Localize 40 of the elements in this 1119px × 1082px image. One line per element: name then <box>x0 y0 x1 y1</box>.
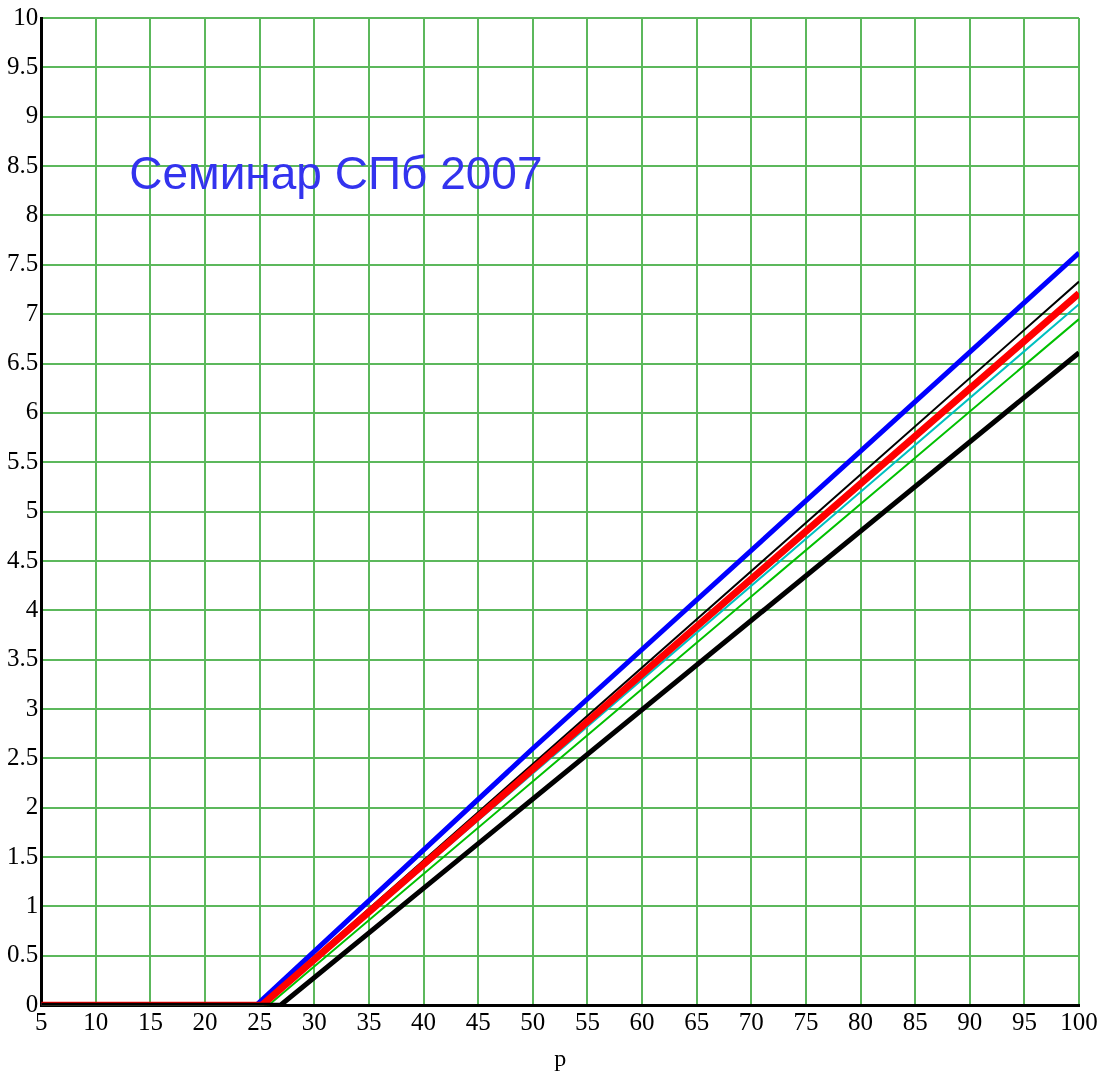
x-tick-label: 40 <box>411 1007 437 1035</box>
x-tick-label: 50 <box>520 1007 546 1035</box>
y-tick-label: 4.5 <box>7 545 39 573</box>
x-tick-label: 95 <box>1011 1007 1037 1035</box>
x-tick-label: 80 <box>848 1007 874 1035</box>
y-tick-label: 7.5 <box>7 249 39 277</box>
x-tick-label: 75 <box>793 1007 819 1035</box>
y-tick-label: 5 <box>25 496 39 524</box>
y-tick-label: 7 <box>25 298 39 326</box>
x-tick-label: 45 <box>465 1007 491 1035</box>
x-tick-label: 25 <box>247 1007 273 1035</box>
y-tick-label: 10 <box>13 2 39 30</box>
y-tick-label: 3.5 <box>7 644 39 672</box>
y-tick-label: 6 <box>25 397 39 425</box>
x-tick-label: 60 <box>629 1007 655 1035</box>
y-tick-label: 1.5 <box>7 841 39 869</box>
y-tick-label: 0.5 <box>7 940 39 968</box>
x-tick-label: 15 <box>137 1007 163 1035</box>
x-tick-label: 10 <box>83 1007 109 1035</box>
y-tick-label: 1 <box>25 891 39 919</box>
x-tick-label: 85 <box>902 1007 928 1035</box>
x-tick-label: 100 <box>1060 1007 1098 1035</box>
x-tick-label: 30 <box>301 1007 327 1035</box>
y-tick-label: 6.5 <box>7 348 39 376</box>
y-tick-label: 8 <box>25 200 39 227</box>
y-tick-label: 8.5 <box>7 150 39 178</box>
x-tick-label: 65 <box>684 1007 710 1035</box>
x-tick-label: 20 <box>192 1007 218 1035</box>
y-tick-label: 2 <box>25 792 39 820</box>
y-tick-label: 3 <box>25 693 39 721</box>
x-axis-title: p <box>554 1044 567 1071</box>
x-tick-label: 70 <box>738 1007 764 1035</box>
y-tick-label: 4 <box>25 594 39 622</box>
y-tick-label: 9.5 <box>7 51 39 79</box>
y-tick-label: 2.5 <box>7 742 39 770</box>
x-tick-label: 55 <box>574 1007 600 1035</box>
x-tick-label: 90 <box>957 1007 983 1035</box>
y-tick-label: 9 <box>25 101 39 129</box>
y-tick-label: 5.5 <box>7 446 39 474</box>
x-tick-label: 35 <box>356 1007 382 1035</box>
